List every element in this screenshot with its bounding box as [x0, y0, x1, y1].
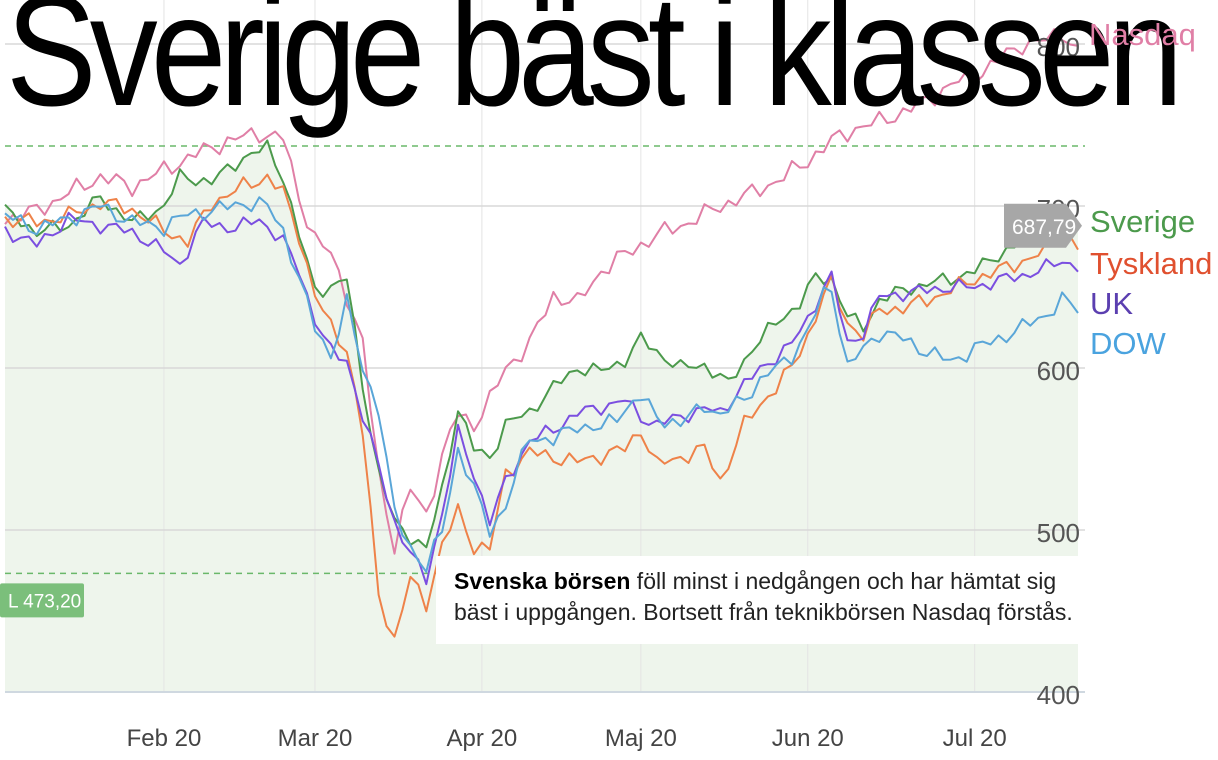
last-value-text: 687,79	[1012, 216, 1076, 239]
sverige-area	[5, 140, 1078, 692]
legend-label-nasdaq: Nasdaq	[1089, 17, 1196, 52]
caption-text: föll minst i nedgången och har hämtat si…	[454, 568, 1073, 625]
headline: Sverige bäst i klassen	[6, 0, 1183, 139]
caption-bold: Svenska börsen	[454, 568, 631, 594]
legend-label-dow: DOW	[1090, 326, 1166, 361]
series-line-uk	[4, 211, 1079, 586]
x-tick-label: Feb 20	[127, 725, 202, 752]
low-value-badge	[0, 583, 84, 618]
x-tick-label: Jun 20	[772, 725, 844, 752]
y-tick-label: 800	[1037, 32, 1080, 62]
x-tick-label: Jul 20	[943, 725, 1007, 752]
x-tick-label: Mar 20	[278, 725, 353, 752]
x-tick-label: Maj 20	[605, 725, 677, 752]
last-value-marker	[1004, 203, 1082, 248]
legend-label-tyskland: Tyskland	[1090, 246, 1213, 281]
y-tick-label: 500	[1037, 518, 1080, 548]
y-tick-label: 600	[1037, 356, 1080, 386]
chart-caption: Svenska börsen föll minst i nedgången oc…	[436, 556, 1084, 644]
series-line-tyskland	[4, 173, 1079, 638]
x-tick-label: Apr 20	[447, 725, 518, 752]
low-value-text: L 473,20	[8, 591, 81, 612]
y-tick-label: 400	[1037, 680, 1080, 710]
series-line-nasdaq	[4, 28, 1079, 555]
legend-label-uk: UK	[1090, 286, 1134, 321]
legend-label-sverige: Sverige	[1090, 204, 1196, 239]
series-line-sverige	[4, 139, 1079, 549]
series-line-dow	[4, 196, 1079, 573]
